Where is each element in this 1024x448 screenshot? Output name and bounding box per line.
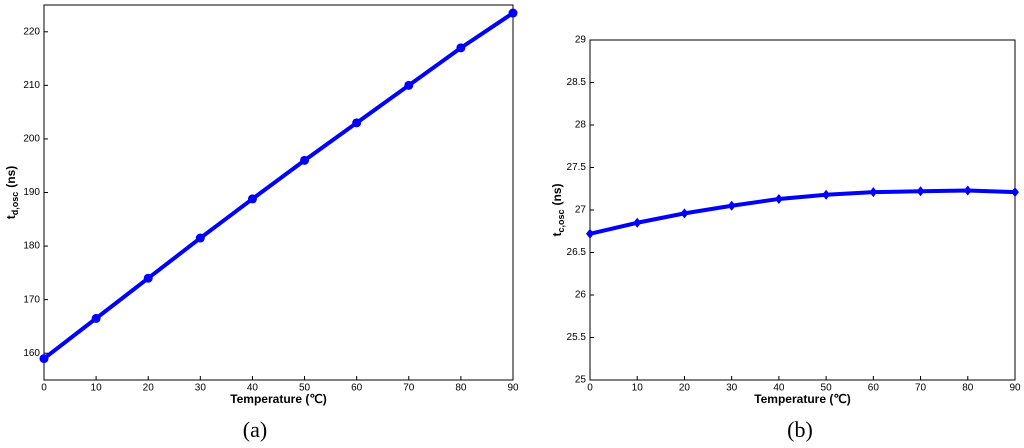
y-label-sub: c,osc bbox=[556, 209, 566, 232]
y-label-main: t bbox=[550, 233, 564, 237]
marker bbox=[1011, 187, 1019, 198]
y-tick-label: 200 bbox=[23, 134, 40, 145]
y-tick-label: 29 bbox=[575, 35, 587, 46]
x-tick-label: 10 bbox=[632, 383, 644, 394]
marker bbox=[774, 193, 783, 204]
x-tick-label: 60 bbox=[351, 383, 363, 394]
y-tick-label: 26 bbox=[575, 290, 587, 301]
marker bbox=[300, 155, 310, 165]
marker bbox=[352, 118, 362, 128]
y-tick-label: 26.5 bbox=[567, 247, 587, 258]
x-axis-label: Temperature (℃) bbox=[754, 392, 851, 406]
x-tick-label: 50 bbox=[299, 383, 311, 394]
x-axis-label: Temperature (℃) bbox=[230, 392, 327, 406]
x-tick-label: 60 bbox=[868, 383, 880, 394]
y-tick-label: 190 bbox=[23, 187, 40, 198]
x-tick-label: 90 bbox=[507, 383, 519, 394]
y-axis-label: tc,osc (ns) bbox=[550, 183, 566, 236]
y-tick-label: 25.5 bbox=[567, 332, 587, 343]
y-tick-label: 160 bbox=[23, 348, 40, 359]
y-tick-label: 28.5 bbox=[567, 77, 587, 88]
x-tick-label: 40 bbox=[773, 383, 785, 394]
y-tick-label: 25 bbox=[575, 375, 587, 386]
data-line bbox=[42, 11, 515, 361]
x-tick-label: 0 bbox=[41, 383, 47, 394]
y-label-unit: (ns) bbox=[4, 166, 18, 188]
marker bbox=[456, 43, 466, 53]
marker bbox=[91, 313, 101, 323]
x-tick-label: 20 bbox=[679, 383, 691, 394]
x-tick-label: 30 bbox=[726, 383, 738, 394]
marker bbox=[247, 194, 257, 204]
y-label-sub: d,osc bbox=[10, 192, 20, 216]
x-tick-label: 30 bbox=[195, 383, 207, 394]
data-line bbox=[589, 188, 1016, 236]
marker bbox=[195, 233, 205, 243]
marker bbox=[586, 228, 594, 239]
marker bbox=[143, 273, 153, 283]
y-tick-label: 27 bbox=[575, 205, 587, 216]
y-tick-label: 220 bbox=[23, 26, 40, 37]
caption: (a) bbox=[243, 417, 267, 442]
marker bbox=[727, 200, 736, 211]
x-tick-label: 0 bbox=[587, 383, 593, 394]
y-tick-label: 27.5 bbox=[567, 162, 587, 173]
x-tick-label: 20 bbox=[143, 383, 155, 394]
x-tick-label: 10 bbox=[91, 383, 103, 394]
marker bbox=[680, 208, 689, 219]
marker bbox=[822, 189, 831, 200]
x-tick-label: 80 bbox=[455, 383, 467, 394]
y-label-main: t bbox=[4, 215, 18, 219]
x-tick-label: 40 bbox=[247, 383, 259, 394]
y-label-unit: (ns) bbox=[550, 183, 564, 205]
caption: (b) bbox=[787, 417, 813, 442]
plot-frame bbox=[589, 39, 1016, 381]
x-tick-label: 50 bbox=[821, 383, 833, 394]
x-tick-label: 70 bbox=[915, 383, 927, 394]
x-tick-label: 70 bbox=[403, 383, 415, 394]
y-tick-label: 170 bbox=[23, 294, 40, 305]
x-tick-label: 80 bbox=[962, 383, 974, 394]
y-axis-label: td,osc (ns) bbox=[4, 166, 20, 220]
marker bbox=[916, 186, 925, 197]
marker bbox=[963, 185, 972, 196]
x-tick-label: 90 bbox=[1009, 383, 1021, 394]
marker bbox=[508, 8, 518, 18]
y-tick-label: 180 bbox=[23, 241, 40, 252]
marker bbox=[39, 354, 49, 364]
y-tick-label: 28 bbox=[575, 120, 587, 131]
y-tick-label: 210 bbox=[23, 80, 40, 91]
marker bbox=[869, 187, 878, 198]
marker bbox=[404, 80, 414, 90]
marker bbox=[633, 217, 642, 228]
